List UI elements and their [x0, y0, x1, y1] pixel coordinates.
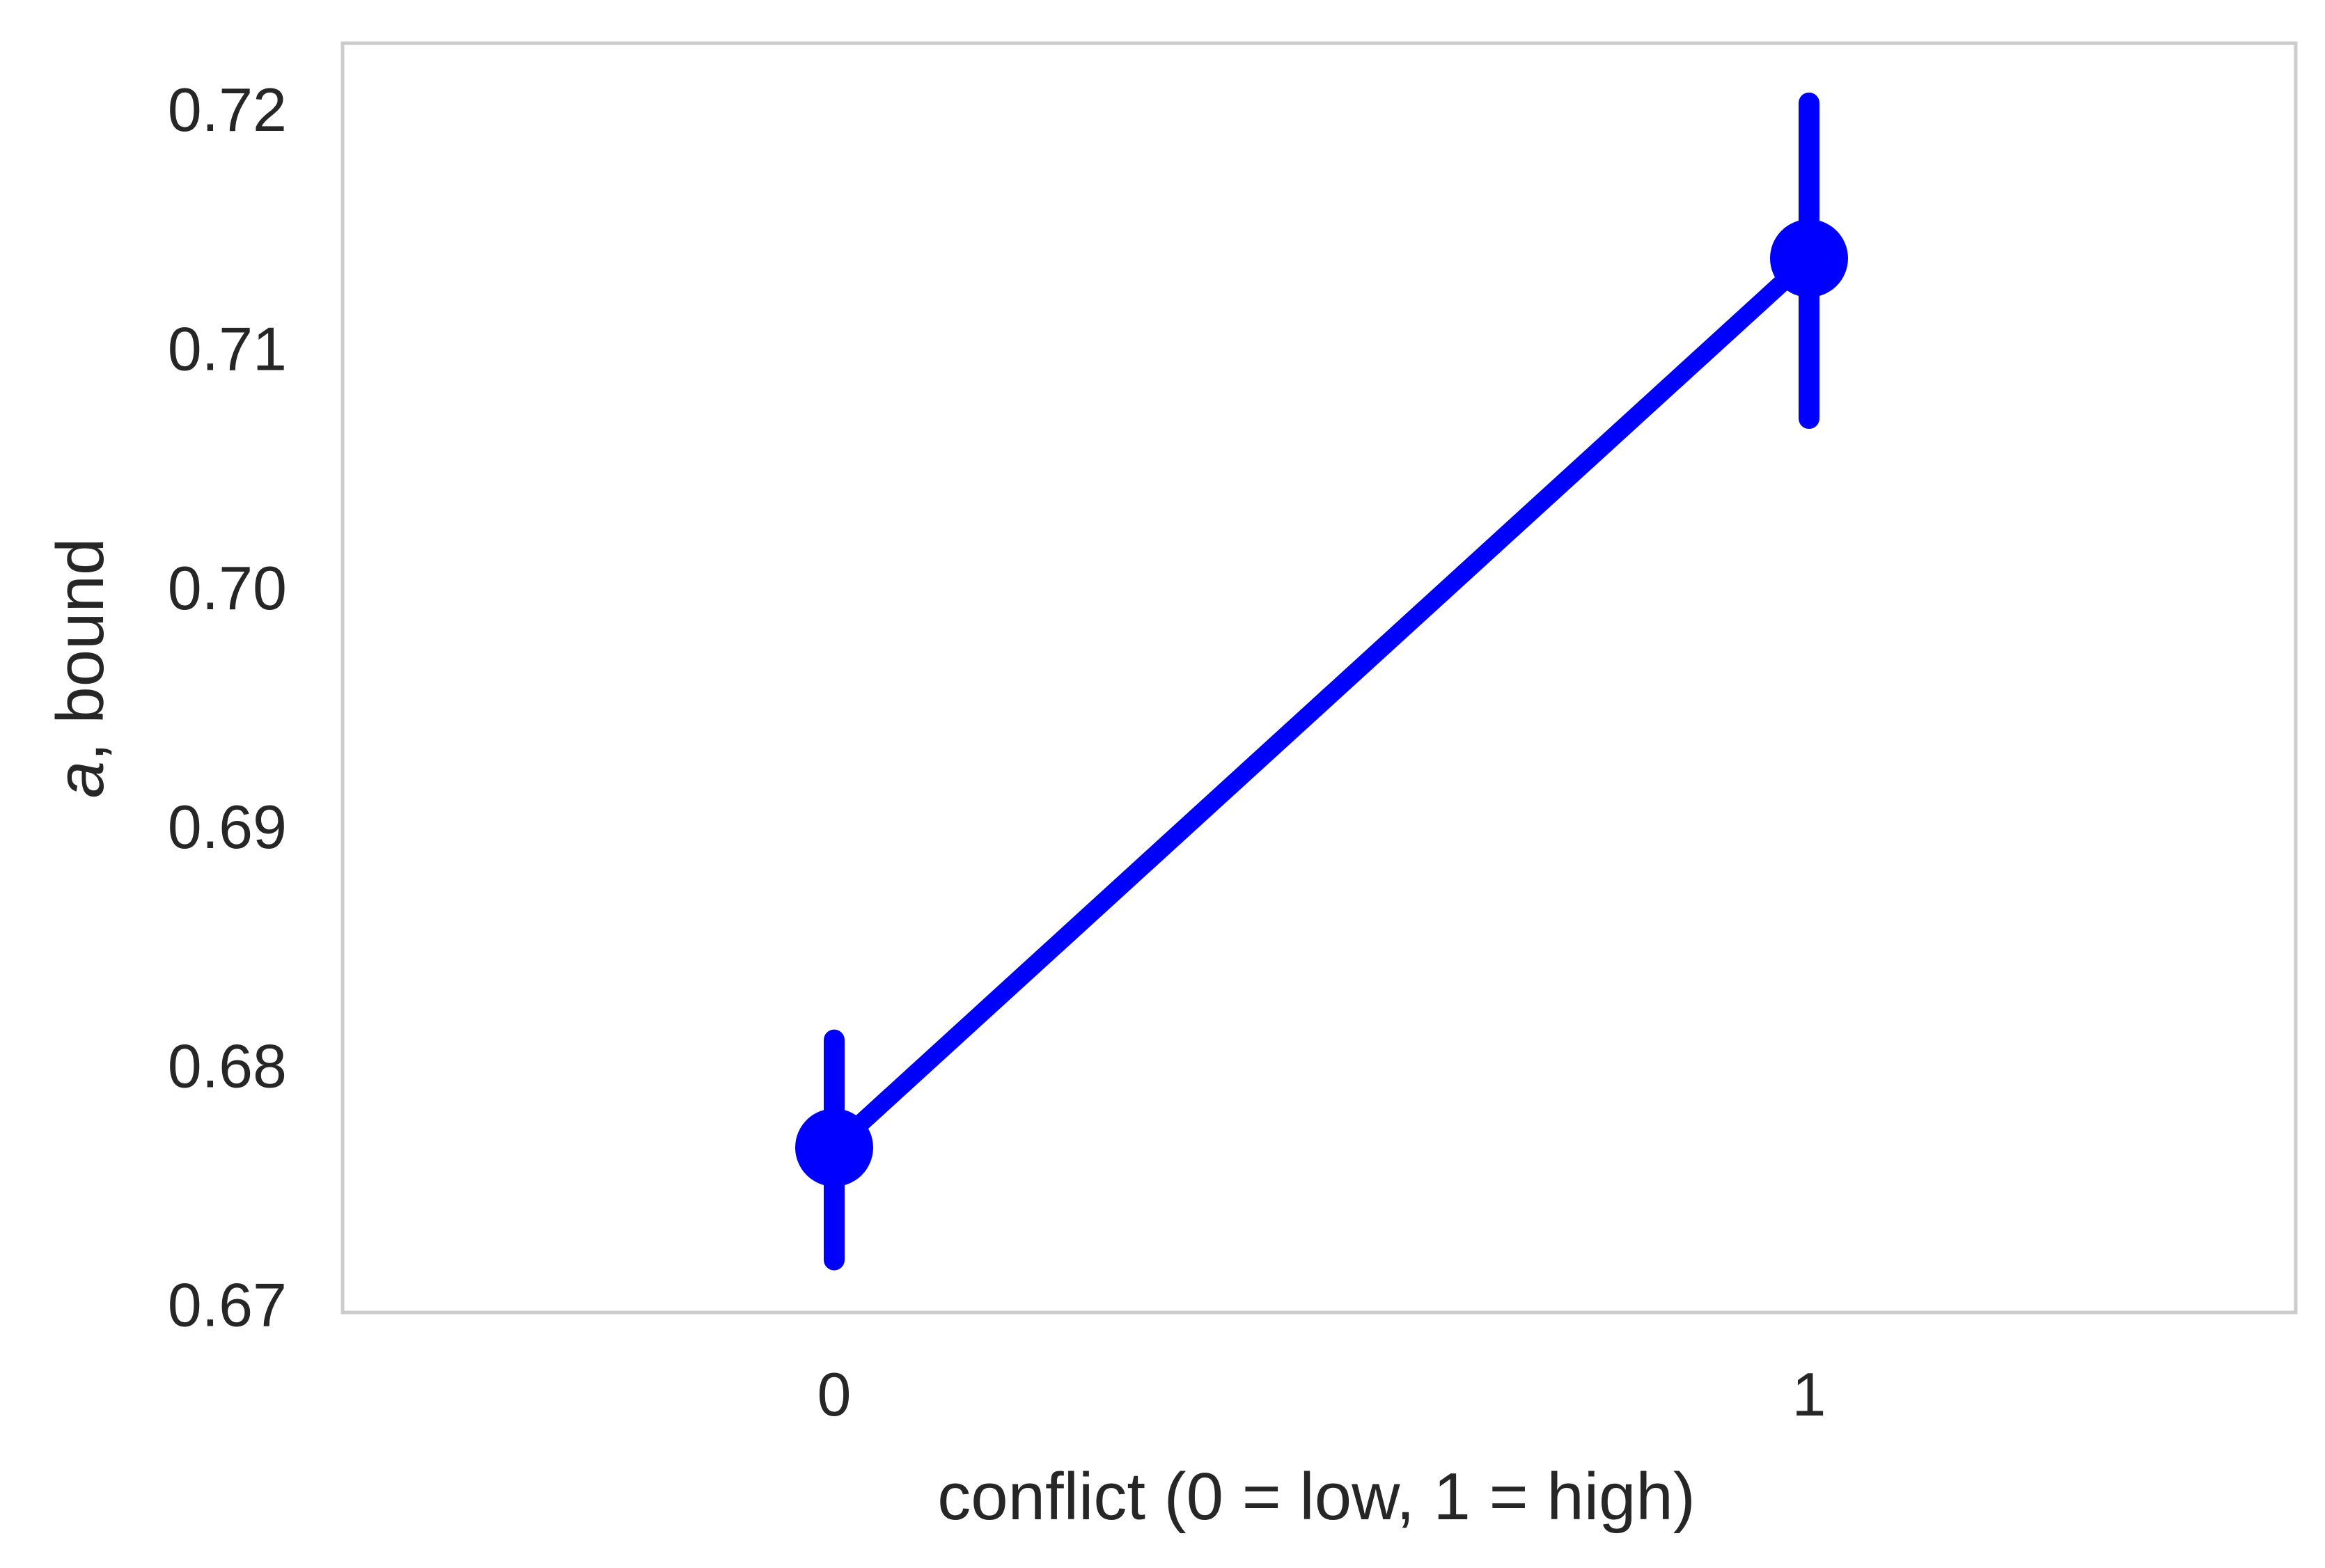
x-tick-label: 1: [1792, 1360, 1826, 1429]
y-tick-label: 0.68: [168, 1031, 287, 1100]
y-axis-label-rest: , bound: [43, 538, 118, 761]
series-layer: [795, 92, 1848, 1271]
x-tick-label: 0: [817, 1360, 852, 1429]
y-axis-label: a, bound: [43, 538, 118, 799]
y-tick-label: 0.67: [168, 1271, 287, 1340]
y-tick-labels: 0.67 0.68 0.69 0.70 0.71 0.72: [168, 75, 287, 1340]
y-tick-label: 0.71: [168, 314, 287, 383]
y-tick-label: 0.69: [168, 792, 287, 861]
y-axis-label-italic: a: [43, 761, 118, 798]
plot-frame: [340, 41, 2298, 1315]
y-tick-label: 0.70: [168, 554, 287, 622]
data-point: [1770, 219, 1848, 297]
series-line: [825, 249, 1818, 1157]
x-axis-label: conflict (0 = low, 1 = high): [937, 1459, 1696, 1534]
data-point: [795, 1108, 873, 1187]
y-tick-label: 0.72: [168, 75, 287, 144]
